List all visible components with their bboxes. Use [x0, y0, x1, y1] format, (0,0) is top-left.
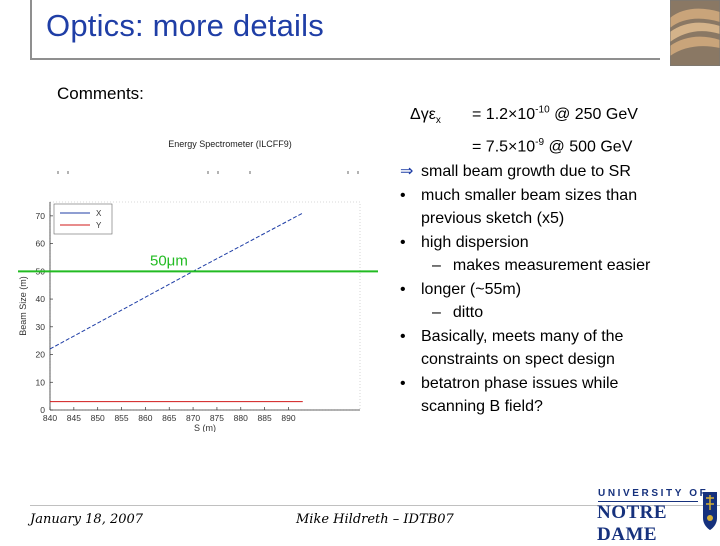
threshold-label: 50μm	[150, 252, 188, 269]
shield-icon	[703, 492, 717, 530]
bullet-marker: ⇒	[400, 163, 414, 180]
x-tick-label: 870	[186, 413, 200, 423]
emittance-block: Δγεx = 1.2×10-10 @ 250 GeV = 7.5×10-9 @ 5…	[410, 100, 638, 157]
beam-size-chart: Energy Spectrometer (ILCFF9)010203040506…	[18, 139, 378, 432]
bullet-item: • betatron phase issues while scanning B f…	[396, 372, 716, 419]
bullet-subitem: – makes measurement easier	[432, 257, 651, 274]
bullet-text: betatron phase issues while	[421, 374, 619, 392]
emittance-symbol: Δγεx	[410, 106, 441, 127]
bullet-item: • high dispersion – makes measurement easie…	[396, 231, 716, 278]
bullet-text: previous sketch (x5)	[421, 210, 565, 227]
bullet-text: high dispersion	[421, 233, 529, 251]
bullet-item: • much smaller beam sizes than previous sk…	[396, 184, 716, 231]
bullet-subitem: – ditto	[432, 304, 484, 321]
bullet-item: ⇒ small beam growth due to SR	[396, 160, 716, 184]
bullet-text: much smaller beam sizes than	[421, 186, 638, 204]
y-tick-label: 0	[40, 405, 45, 415]
y-axis-label: Beam Size (m)	[18, 276, 28, 336]
bullet-marker: •	[400, 374, 406, 392]
logo-rule	[598, 501, 698, 502]
bullet-marker: •	[400, 233, 406, 251]
footer-date: January 18, 2007	[30, 512, 144, 527]
slide-title: Optics: more details	[46, 8, 324, 43]
legend-box	[53, 203, 113, 235]
emittance-line1: = 1.2×10-10 @ 250 GeV	[472, 105, 638, 124]
bullet-text: scanning B field?	[421, 398, 543, 415]
y-tick-label: 30	[36, 322, 46, 332]
bullet-marker: •	[400, 186, 406, 204]
y-tick-label: 70	[36, 211, 46, 221]
bullet-marker: •	[400, 327, 406, 345]
chart-title: Energy Spectrometer (ILCFF9)	[168, 139, 292, 149]
title-underline	[30, 58, 660, 60]
legend-label: Y	[96, 221, 102, 230]
x-tick-label: 880	[234, 413, 248, 423]
bullet-list: ⇒ small beam growth due to SR • much smalle…	[396, 160, 716, 419]
x-tick-label: 865	[162, 413, 176, 423]
bullet-text: small beam growth due to SR	[421, 163, 631, 180]
notre-dame-logo: UNIVERSITY OF NOTRE DAME	[597, 488, 720, 545]
x-tick-label: 840	[43, 413, 57, 423]
x-tick-label: 860	[138, 413, 152, 423]
x-tick-label: 890	[281, 413, 295, 423]
x-tick-label: 850	[91, 413, 105, 423]
logo-university-text: UNIVERSITY OF	[598, 488, 709, 499]
x-axis-label: S (m)	[194, 423, 216, 432]
x-tick-label: 875	[210, 413, 224, 423]
bullet-item: • Basically, meets many of the constraints…	[396, 325, 716, 372]
header-photo	[670, 0, 720, 66]
y-tick-label: 60	[36, 239, 46, 249]
bullet-text: constraints on spect design	[421, 351, 615, 368]
y-tick-label: 20	[36, 350, 46, 360]
title-accent-bar	[30, 0, 32, 60]
x-tick-label: 885	[258, 413, 272, 423]
y-tick-label: 40	[36, 294, 46, 304]
bullet-text: Basically, meets many of the	[421, 327, 624, 345]
bullet-marker: •	[400, 280, 406, 298]
emittance-line2: = 7.5×10-9 @ 500 GeV	[472, 136, 633, 155]
bullet-item: • longer (~55m) – ditto	[396, 278, 716, 325]
legend-label: X	[96, 209, 102, 218]
footer-rule	[30, 505, 720, 506]
comments-label: Comments:	[57, 84, 144, 103]
bullet-text: longer (~55m)	[421, 280, 522, 298]
x-tick-label: 855	[114, 413, 128, 423]
x-tick-label: 845	[67, 413, 81, 423]
y-tick-label: 10	[36, 377, 46, 387]
footer-author: Mike Hildreth – IDTB07	[296, 512, 454, 527]
